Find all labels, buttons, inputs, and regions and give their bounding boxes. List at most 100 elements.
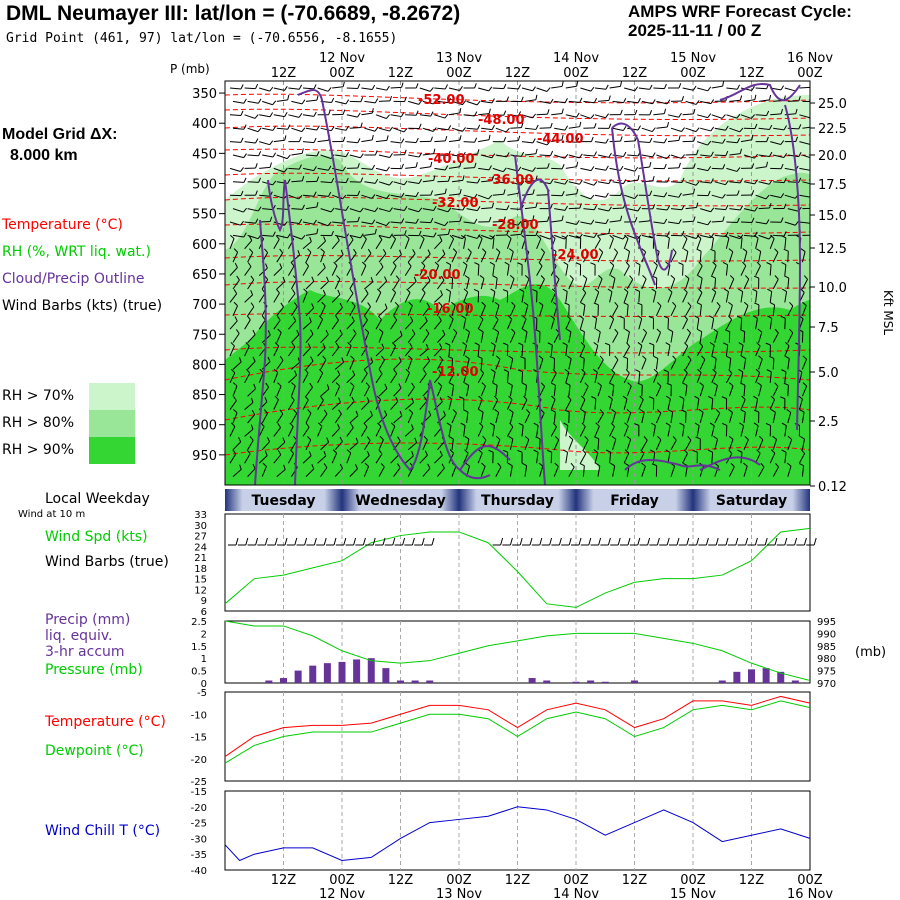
wind-barb <box>561 235 567 249</box>
wind-barb <box>364 126 379 132</box>
wind-barb <box>346 112 361 118</box>
pressure-tick: 500 <box>192 178 217 193</box>
wind-barb <box>766 262 772 276</box>
wind-barb <box>609 215 623 223</box>
wind-barb <box>565 81 579 89</box>
wind-barb <box>622 356 629 370</box>
wind-barb <box>729 178 744 184</box>
pressure-right-tick: 970 <box>817 679 836 690</box>
wind-barb <box>597 228 611 236</box>
wind-barb <box>375 114 390 119</box>
isotherm-label: -12.00 <box>432 365 479 380</box>
wind-barb <box>273 342 280 357</box>
wind-barb <box>502 289 509 303</box>
surface-wind-barb <box>727 537 739 546</box>
wind-barb <box>466 234 481 239</box>
pressure-right-tick: 985 <box>817 642 836 653</box>
wind-barb <box>361 219 376 225</box>
forecast-cycle-label: AMPS WRF Forecast Cycle: <box>628 2 852 21</box>
wind-barb <box>739 422 745 437</box>
wind-barb <box>579 449 587 464</box>
wind-barb <box>668 409 674 424</box>
wind-barb <box>320 301 326 317</box>
wind-barb <box>641 99 656 105</box>
wind-barb <box>451 127 466 132</box>
wind-barb <box>521 395 528 410</box>
wind-barb <box>799 409 805 424</box>
wind-barb <box>755 368 761 383</box>
wind-barb <box>623 302 629 316</box>
wind-barb <box>741 355 747 370</box>
wind-barb <box>740 382 746 397</box>
panel-y-tick: 0 <box>201 679 207 690</box>
top-tick-label: 00Z <box>563 66 589 81</box>
wind-barb <box>641 355 647 370</box>
panel-y-tick: 1.5 <box>191 642 207 653</box>
wind-barb <box>612 302 619 317</box>
panel-y-tick: -25 <box>191 777 207 788</box>
wind-barb <box>291 175 305 183</box>
wind-barb <box>437 125 452 131</box>
weekday-cell <box>459 489 576 511</box>
wind-barb <box>565 220 580 225</box>
wind-barb <box>580 194 595 200</box>
wind-barb <box>714 125 729 131</box>
wind-barb <box>446 422 452 437</box>
bottom-tick-label: 12Z <box>271 873 297 888</box>
wind-barb <box>466 100 481 106</box>
wind-barb <box>375 85 390 91</box>
wind-barb <box>682 342 689 357</box>
wind-barb <box>390 163 404 170</box>
wind-barb <box>784 275 790 290</box>
wind-barb <box>711 81 725 89</box>
wind-barb <box>568 462 575 477</box>
wind-barb <box>434 316 442 330</box>
wind-barb <box>710 275 717 290</box>
wind-barb <box>551 81 564 89</box>
surface-wind-barb <box>316 537 327 546</box>
wind-barb <box>434 165 449 171</box>
wind-barb <box>670 436 677 451</box>
wind-barb <box>549 356 555 370</box>
weekday-label: Tuesday <box>252 493 316 509</box>
wind-barb <box>695 436 701 450</box>
wind-barb <box>317 396 324 410</box>
wind-barb <box>550 368 557 384</box>
wind-barb <box>653 355 659 370</box>
wind-barb <box>565 188 579 196</box>
precip-bar <box>323 663 331 683</box>
wind-barb <box>378 276 388 290</box>
pressure-tick: 950 <box>192 449 217 464</box>
wind-barb <box>465 328 471 343</box>
wind-barb <box>247 151 262 157</box>
wind-barb <box>305 176 320 183</box>
bottom-date-label: 14 Nov <box>553 887 599 900</box>
wind-barb <box>302 317 312 330</box>
wind-barb <box>259 140 274 146</box>
wind-barb <box>594 436 600 450</box>
wind-barb <box>492 382 498 397</box>
wind-barb <box>756 248 762 263</box>
wind-barb <box>463 193 478 199</box>
wind-barb <box>302 111 317 117</box>
wind-barb <box>305 329 314 343</box>
wind-barb <box>247 177 262 183</box>
wind-barb <box>302 261 309 276</box>
wind-barb <box>582 248 589 263</box>
wind-barb <box>375 315 382 330</box>
wind-barb <box>375 166 390 172</box>
wind-barb <box>378 249 387 263</box>
wind-barb <box>566 328 572 343</box>
height-tick: 10.0 <box>818 281 847 296</box>
height-tick: 5.0 <box>818 366 839 381</box>
wind-barb <box>773 177 787 184</box>
wind-barb <box>481 153 496 159</box>
wind-barb <box>697 190 711 197</box>
wind-barb <box>331 449 338 464</box>
wind-barb <box>437 463 445 477</box>
wind-barb <box>232 464 242 477</box>
wind-barb <box>363 462 369 477</box>
wind-barb <box>667 162 681 169</box>
weekday-label: Friday <box>610 493 659 509</box>
wind-barb <box>232 177 247 183</box>
